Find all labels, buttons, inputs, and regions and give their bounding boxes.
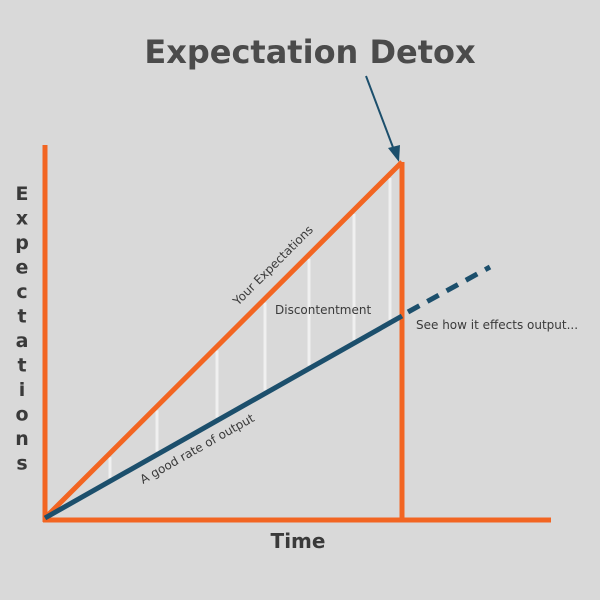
output-label: A good rate of output [138, 411, 257, 487]
output-projection-line [406, 264, 492, 315]
x-axis-label: Time [271, 529, 326, 553]
title-arrow [365, 75, 400, 162]
output-line [43, 313, 404, 521]
title: Expectation Detox [144, 33, 476, 71]
discontentment-label: Discontentment [275, 303, 371, 317]
expectations-label: Your Expectations [230, 223, 316, 309]
expectations-line [43, 160, 404, 520]
discontentment-gap-lines [108, 177, 392, 479]
projection-label: See how it effects output... [416, 318, 578, 332]
